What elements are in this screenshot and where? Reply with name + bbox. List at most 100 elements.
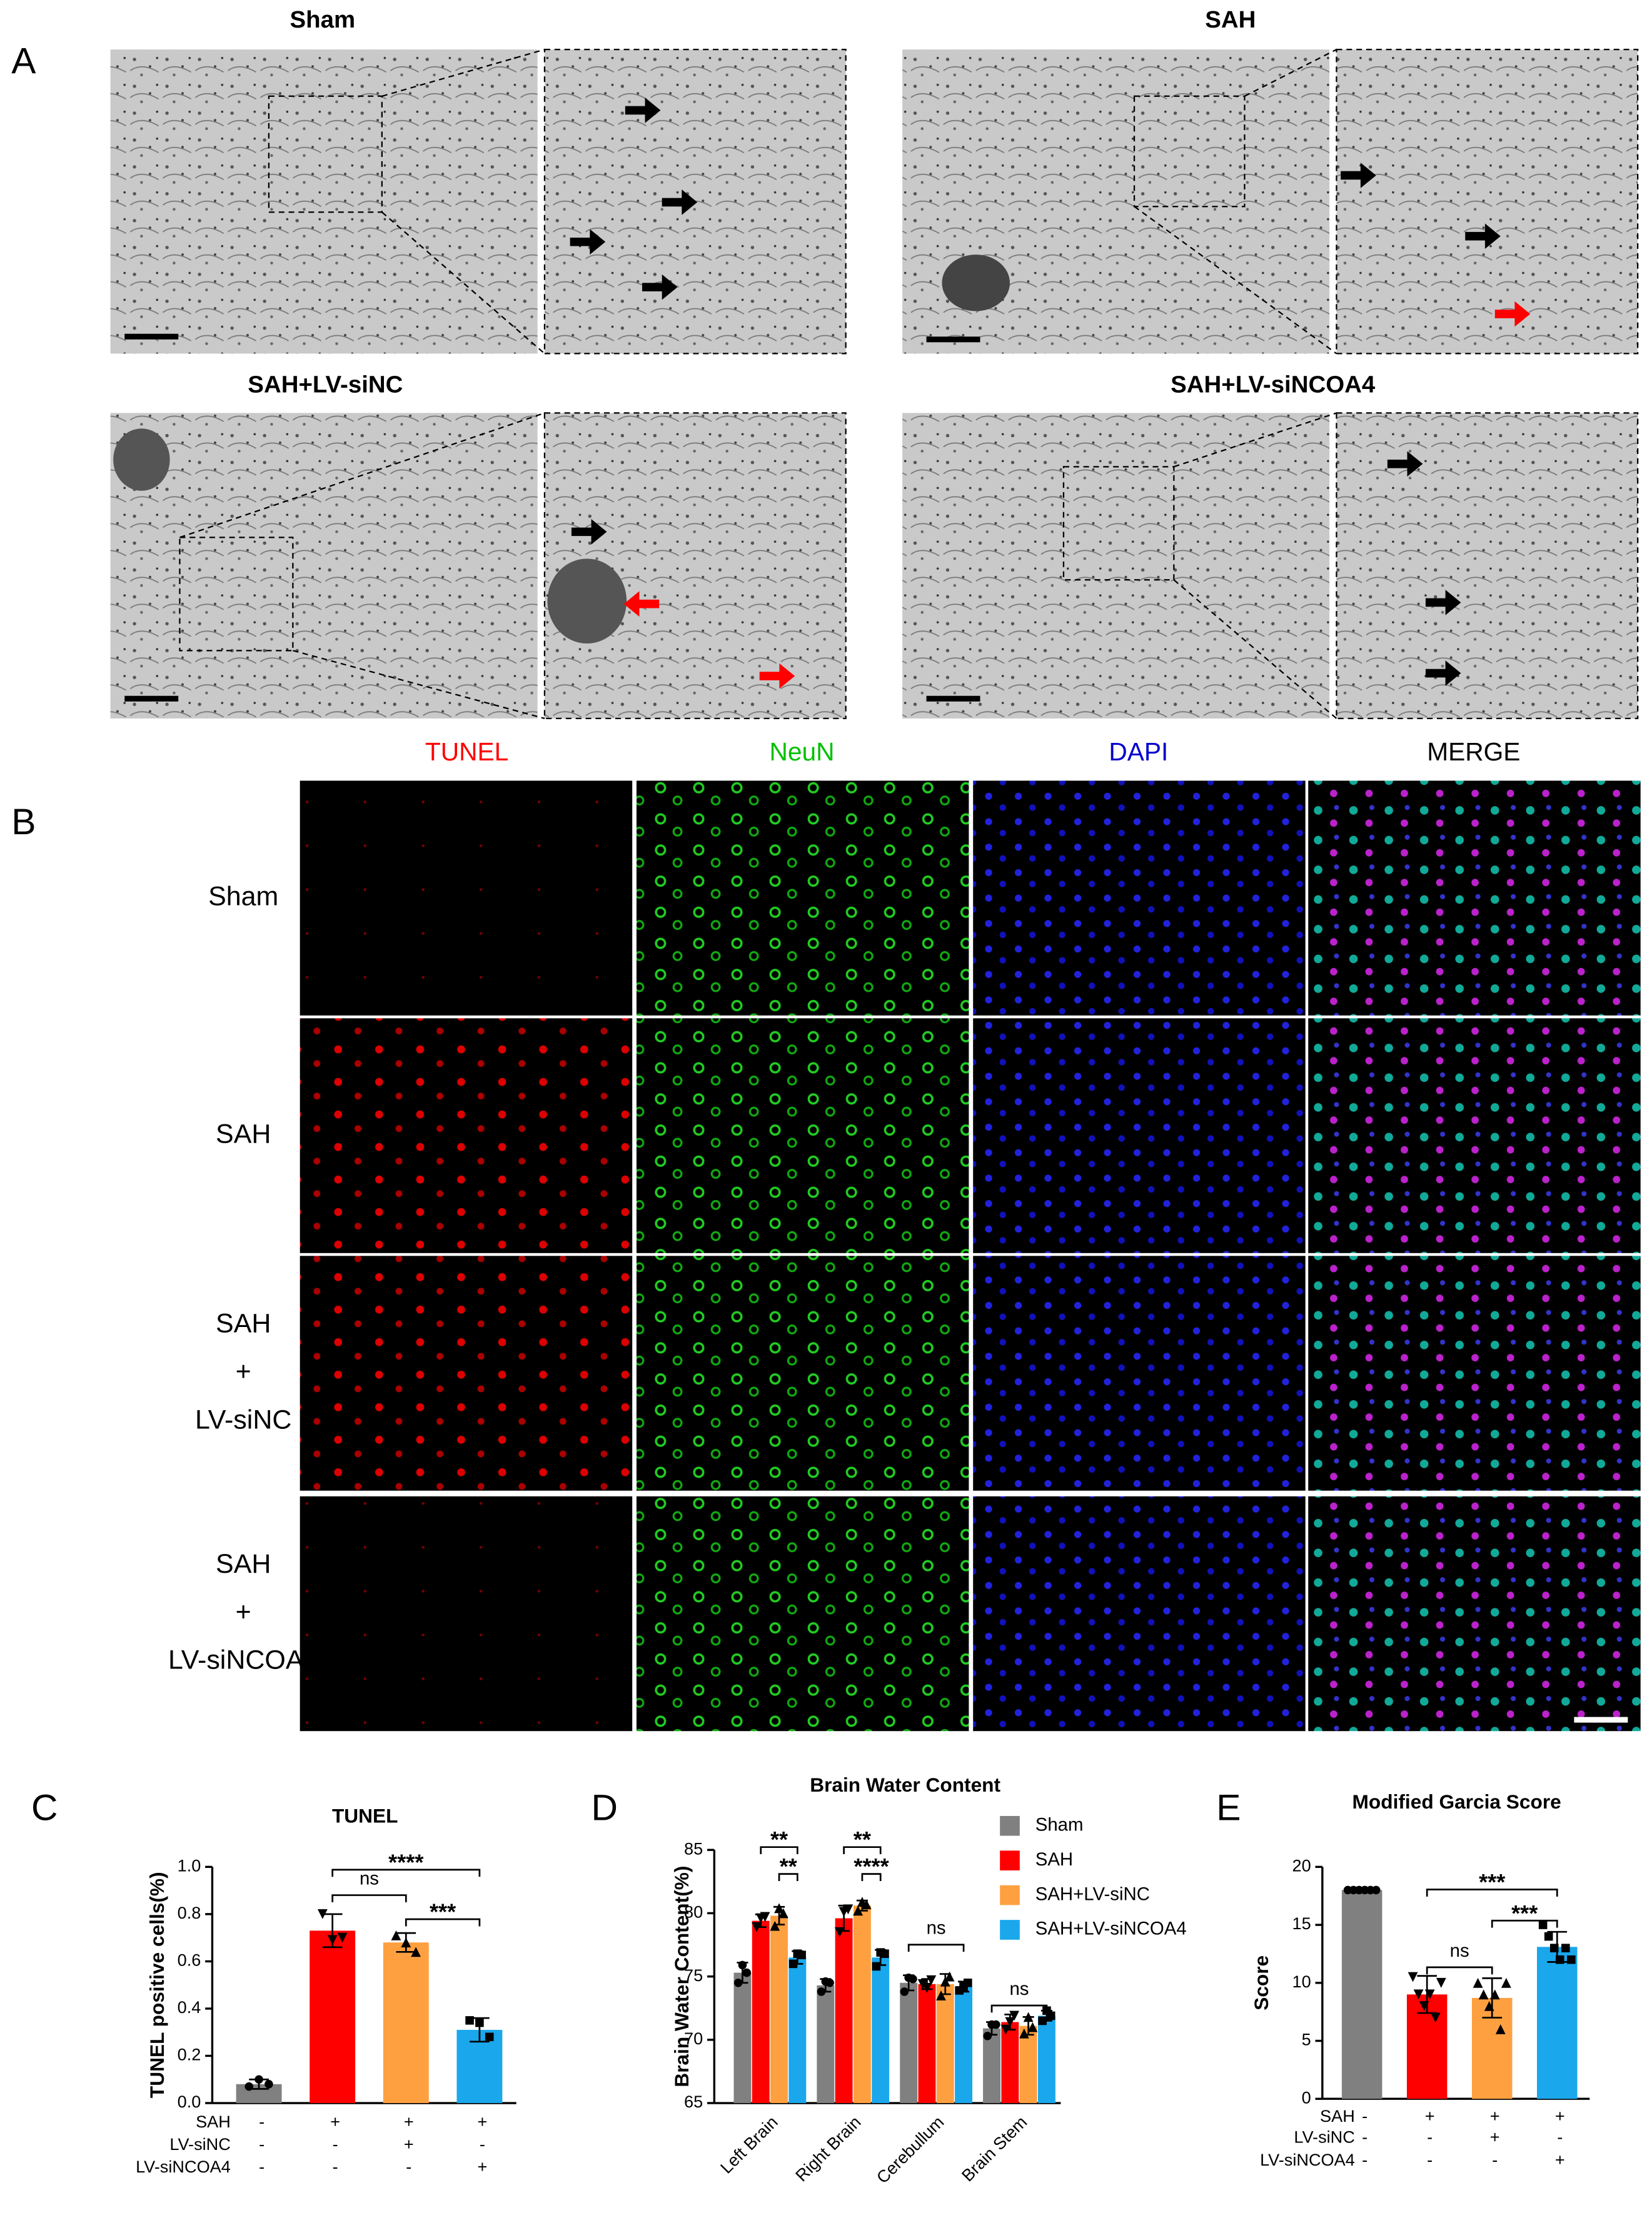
charts: TUNEL TUNEL positive cells(%) 0.0 0.2 0.4 0.6…: [136, 1773, 1590, 2187]
zoom-line: [381, 49, 545, 97]
condition-sign: -: [259, 2157, 264, 2176]
fluorescence-image: [973, 1256, 1306, 1491]
data-point: [834, 1927, 845, 1937]
y-tick-label: 0.0: [178, 2092, 201, 2111]
y-tick-label: 80: [684, 1902, 703, 1922]
legend-swatch: [1000, 1850, 1020, 1870]
data-point: [1038, 2016, 1047, 2026]
data-point: [1549, 1944, 1559, 1952]
y-axis-label: Score: [1250, 1955, 1272, 2011]
legend-swatch: [1000, 1815, 1020, 1836]
significance-label: **: [770, 1827, 788, 1852]
data-point: [738, 1960, 747, 1970]
data-point: [317, 1909, 328, 1919]
condition-sign: +: [404, 2112, 414, 2131]
data-point: [843, 1904, 854, 1915]
row-label: LV-siNC: [195, 1405, 291, 1435]
data-point: [774, 1903, 784, 1914]
significance-bracket: [405, 1918, 481, 1927]
significance-bracket: [331, 1869, 481, 1877]
data-point: [1484, 2000, 1494, 2011]
zoom-line: [293, 650, 545, 719]
significance-bracket: [1426, 1966, 1493, 1975]
condition-sign: -: [1362, 2127, 1367, 2147]
data-point: [909, 1974, 917, 1984]
condition-sign: -: [333, 2157, 338, 2176]
data-point: [1419, 2000, 1429, 2011]
panel-letters: A B C D E: [11, 41, 1241, 1828]
data-point: [1019, 2028, 1029, 2039]
data-point: [742, 1968, 752, 1977]
significance-bracket: [778, 1873, 798, 1881]
bar: [752, 1920, 770, 2104]
row-label: Sham: [208, 881, 278, 911]
em-inset: [1336, 412, 1639, 720]
data-point: [1046, 2011, 1055, 2021]
scale-bar: [124, 695, 179, 702]
data-point: [264, 2080, 273, 2089]
bar: [835, 1918, 853, 2104]
panel-letter: C: [31, 1787, 58, 1828]
y-tick-label: 5: [1302, 2030, 1311, 2049]
condition-sign: -: [406, 2157, 411, 2176]
data-point: [1413, 1989, 1424, 2000]
bar: [770, 1915, 788, 2104]
data-point: [770, 1920, 780, 1931]
column-header: TUNEL: [425, 737, 508, 766]
row-label: SAH: [216, 1119, 271, 1149]
data-point: [327, 1935, 338, 1945]
zoom-box: [179, 537, 294, 652]
panel-b-row-labels: Sham SAH SAH + LV-siNC SAH + LV-siNCOA4: [168, 881, 318, 1675]
fluorescence-image: [636, 1496, 969, 1732]
fluorescence-image: [1308, 1018, 1641, 1253]
condition-sign: -: [1557, 2127, 1563, 2147]
legend-swatch: [1000, 1920, 1020, 1940]
data-point: [1489, 1989, 1500, 2000]
data-point: [411, 1947, 421, 1957]
condition-sign: -: [259, 2134, 264, 2154]
bar: [1341, 1890, 1383, 2099]
bar: [955, 1986, 973, 2104]
legend-label: SAH+LV-siNC: [1035, 1884, 1150, 1904]
condition-label: LV-siNCOA4: [1260, 2150, 1355, 2169]
data-point: [760, 1912, 770, 1922]
data-point: [1495, 2024, 1506, 2034]
legend-label: SAH: [1035, 1849, 1073, 1870]
significance-bracket: [843, 1846, 882, 1854]
data-point: [475, 2018, 484, 2027]
column-header: DAPI: [1109, 737, 1168, 766]
bar: [310, 1930, 356, 2104]
significance-label: **: [854, 1827, 872, 1852]
em-image: [110, 49, 538, 354]
significance-label: ****: [388, 1849, 424, 1875]
data-point: [1371, 1885, 1381, 1895]
data-point: [465, 2016, 474, 2025]
data-point: [1501, 1977, 1511, 1988]
condition-sign: -: [1362, 2106, 1367, 2126]
fluorescence-image: [973, 780, 1306, 1016]
bar: [900, 1982, 918, 2104]
bar: [733, 1972, 752, 2104]
group-title: SAH+LV-siNCOA4: [1171, 371, 1376, 398]
legend-label: SAH+LV-siNCOA4: [1035, 1919, 1187, 1939]
significance-bracket: [760, 1846, 798, 1854]
fluorescence-image: [636, 780, 969, 1016]
fluorescence-image: [1308, 1496, 1641, 1732]
arrows: [570, 98, 1531, 689]
fluorescence-image: [636, 1256, 969, 1491]
panel-letter: A: [11, 41, 36, 81]
data-point: [1473, 1977, 1483, 1988]
arrow: [662, 189, 698, 215]
arrow: [1387, 451, 1423, 477]
chart-title: Brain Water Content: [810, 1773, 1000, 1796]
data-point: [1430, 2012, 1441, 2023]
y-tick-label: 0: [1302, 2087, 1311, 2107]
y-tick-label: 1.0: [178, 1856, 201, 1875]
y-axis-label: Brain Water Content(%): [670, 1866, 693, 2087]
scale-bar: [124, 333, 179, 340]
significance-label: ns: [1450, 1940, 1469, 1961]
condition-sign: -: [1427, 2127, 1433, 2147]
panel-a-images: [110, 49, 1639, 720]
data-point: [1000, 2024, 1011, 2035]
